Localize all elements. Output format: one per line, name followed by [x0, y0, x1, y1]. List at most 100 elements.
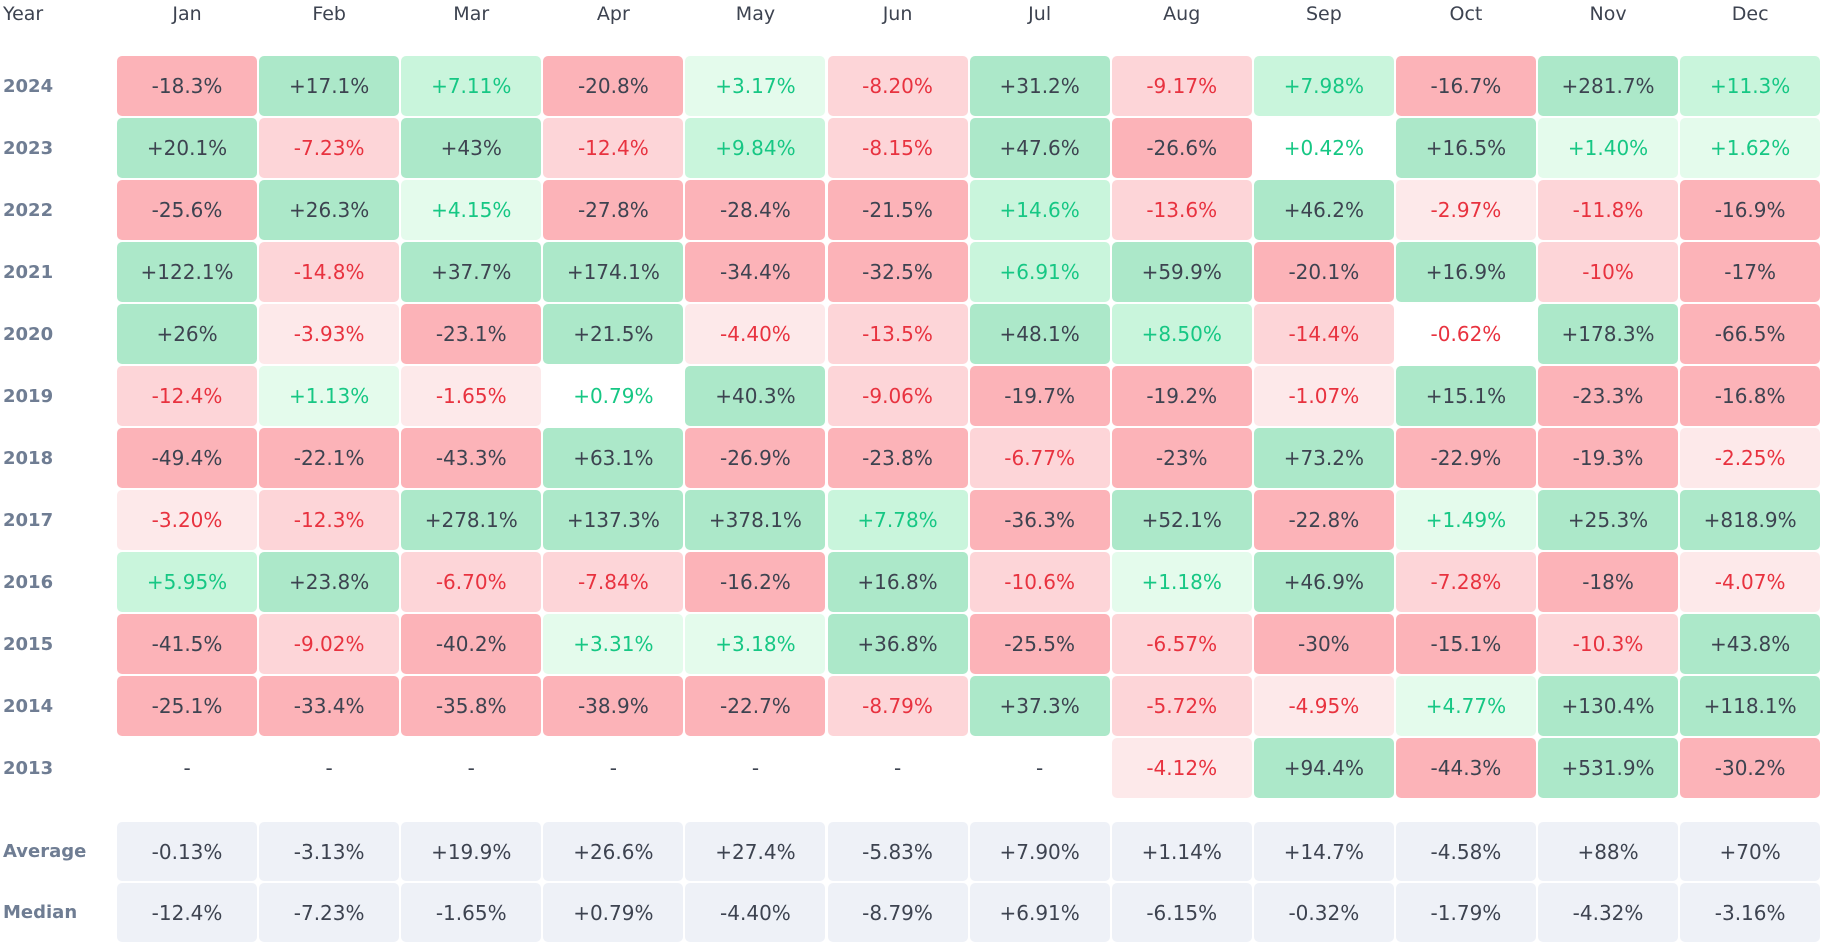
return-cell: -20.1%: [1253, 242, 1394, 302]
return-cell: +46.9%: [1253, 552, 1394, 612]
header-month: Jul: [1028, 3, 1052, 25]
return-cell: +6.91%: [969, 242, 1110, 302]
return-cell: -6.77%: [969, 428, 1110, 488]
year-label: 2014: [3, 695, 54, 717]
summary-label: Average: [3, 841, 87, 862]
return-cell: +17.1%: [259, 56, 400, 116]
year-label: 2021: [3, 261, 54, 283]
return-cell: +14.6%: [969, 180, 1110, 240]
summary-cell: -12.4%: [117, 883, 258, 942]
return-cell: +37.3%: [969, 676, 1110, 736]
return-cell: +281.7%: [1538, 56, 1679, 116]
return-cell: +37.7%: [401, 242, 542, 302]
header-year: Year: [3, 3, 44, 25]
year-label: 2019: [3, 385, 54, 407]
return-cell: +174.1%: [543, 242, 684, 302]
return-cell: +818.9%: [1680, 490, 1821, 550]
return-cell: +23.8%: [259, 552, 400, 612]
year-label: 2024: [3, 75, 54, 97]
summary-cell: +88%: [1538, 822, 1679, 881]
header-month: Feb: [312, 3, 346, 25]
return-cell: -4.07%: [1680, 552, 1821, 612]
summary-cell: -0.32%: [1253, 883, 1394, 942]
return-cell: +40.3%: [685, 366, 826, 426]
summary-cell: -5.83%: [827, 822, 968, 881]
header-month: Dec: [1731, 3, 1769, 25]
summary-cell: -8.79%: [827, 883, 968, 942]
return-cell: +26%: [117, 304, 258, 364]
return-cell: -7.23%: [259, 118, 400, 178]
return-cell: +48.1%: [969, 304, 1110, 364]
return-cell: -66.5%: [1680, 304, 1821, 364]
year-label: 2017: [3, 509, 54, 531]
year-label: 2022: [3, 199, 54, 221]
return-cell: +4.15%: [401, 180, 542, 240]
return-cell: +3.18%: [685, 614, 826, 674]
return-cell: -12.3%: [259, 490, 400, 550]
return-cell: -18.3%: [117, 56, 258, 116]
summary-cell: +14.7%: [1253, 822, 1394, 881]
return-cell: -19.3%: [1538, 428, 1679, 488]
return-cell: -: [183, 756, 191, 780]
return-cell: -22.9%: [1395, 428, 1536, 488]
return-cell: +278.1%: [401, 490, 542, 550]
return-cell: -3.93%: [259, 304, 400, 364]
return-cell: -10.6%: [969, 552, 1110, 612]
return-cell: -16.7%: [1395, 56, 1536, 116]
return-cell: -10.3%: [1538, 614, 1679, 674]
return-cell: -30.2%: [1680, 738, 1821, 798]
return-cell: +378.1%: [685, 490, 826, 550]
return-cell: -22.1%: [259, 428, 400, 488]
return-cell: -23%: [1111, 428, 1252, 488]
return-cell: -: [467, 756, 475, 780]
return-cell: +43%: [401, 118, 542, 178]
return-cell: +130.4%: [1538, 676, 1679, 736]
year-label: 2016: [3, 571, 54, 593]
return-cell: -18%: [1538, 552, 1679, 612]
return-cell: -: [325, 756, 333, 780]
return-cell: -28.4%: [685, 180, 826, 240]
return-cell: -3.20%: [117, 490, 258, 550]
return-cell: -7.28%: [1395, 552, 1536, 612]
return-cell: -25.1%: [117, 676, 258, 736]
return-cell: +63.1%: [543, 428, 684, 488]
return-cell: -43.3%: [401, 428, 542, 488]
return-cell: -27.8%: [543, 180, 684, 240]
header-month: Nov: [1589, 3, 1627, 25]
return-cell: -25.5%: [969, 614, 1110, 674]
summary-cell: -4.40%: [685, 883, 826, 942]
header-month: Jun: [882, 3, 913, 25]
summary-cell: -0.13%: [117, 822, 258, 881]
return-cell: +7.98%: [1253, 56, 1394, 116]
year-label: 2018: [3, 447, 54, 469]
return-cell: +122.1%: [117, 242, 258, 302]
return-cell: -7.84%: [543, 552, 684, 612]
return-cell: -34.4%: [685, 242, 826, 302]
header-month: Mar: [453, 3, 490, 25]
return-cell: -49.4%: [117, 428, 258, 488]
return-cell: +16.5%: [1395, 118, 1536, 178]
summary-cell: -1.79%: [1395, 883, 1536, 942]
return-cell: -22.7%: [685, 676, 826, 736]
return-cell: -19.7%: [969, 366, 1110, 426]
header-month: Apr: [596, 3, 630, 25]
return-cell: -15.1%: [1395, 614, 1536, 674]
return-cell: -9.17%: [1111, 56, 1252, 116]
return-cell: +21.5%: [543, 304, 684, 364]
return-cell: +0.42%: [1283, 136, 1364, 160]
return-cell: +178.3%: [1538, 304, 1679, 364]
summary-cell: +0.79%: [543, 883, 684, 942]
return-cell: -9.02%: [259, 614, 400, 674]
return-cell: +7.78%: [827, 490, 968, 550]
return-cell: -16.2%: [685, 552, 826, 612]
return-cell: -2.25%: [1680, 428, 1821, 488]
return-cell: +137.3%: [543, 490, 684, 550]
return-cell: -32.5%: [827, 242, 968, 302]
return-cell: -10%: [1538, 242, 1679, 302]
header-month: May: [735, 3, 776, 25]
return-cell: +20.1%: [117, 118, 258, 178]
return-cell: -0.62%: [1430, 322, 1502, 346]
summary-cell: -3.16%: [1680, 883, 1821, 942]
summary-cell: +7.90%: [969, 822, 1110, 881]
return-cell: -6.57%: [1111, 614, 1252, 674]
